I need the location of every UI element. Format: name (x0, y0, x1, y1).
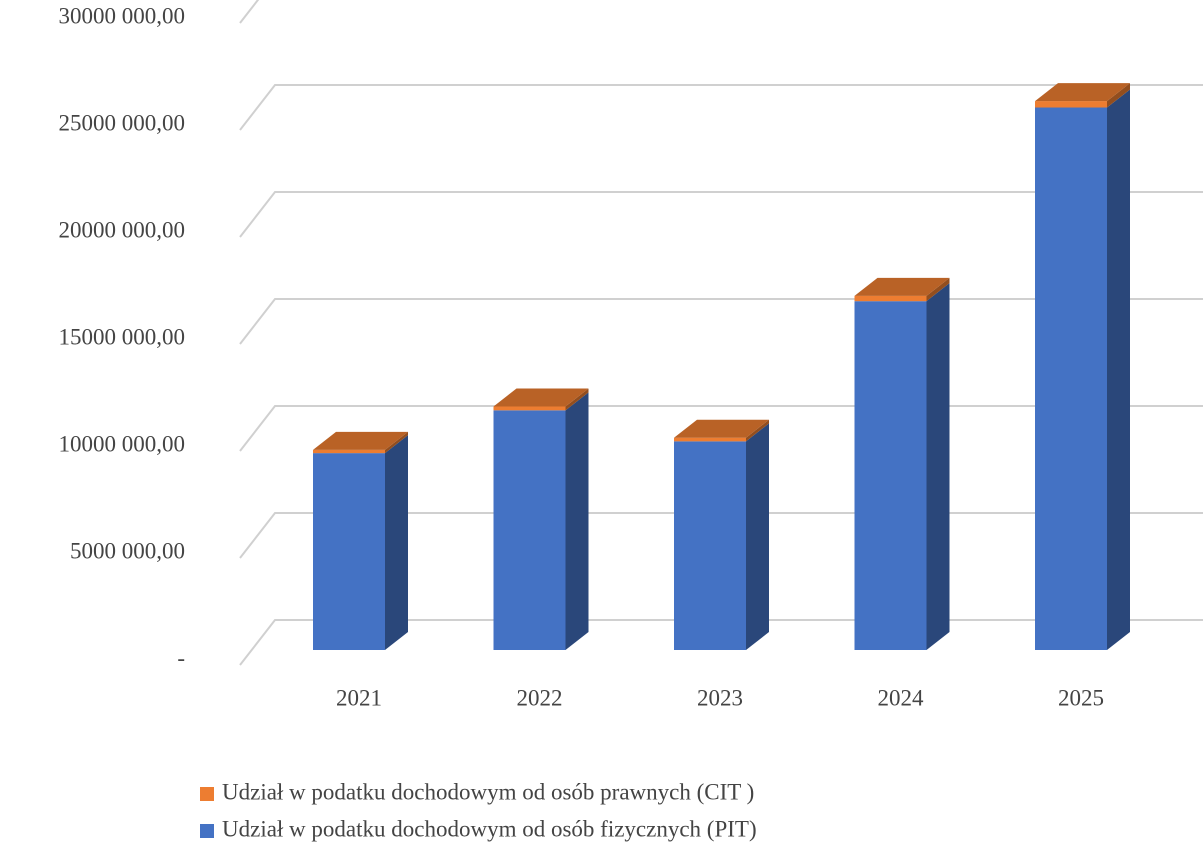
x-tick-label: 2022 (517, 685, 563, 710)
bar-top (493, 388, 589, 407)
bar-side (926, 277, 950, 302)
bar (1035, 101, 1107, 108)
bar-side (565, 392, 589, 650)
y-tick-label: 5000 000,00 (70, 538, 185, 563)
bar (493, 410, 566, 650)
legend-swatch (200, 787, 214, 801)
bar-side (1107, 83, 1130, 108)
bar-top (1035, 83, 1130, 102)
grid-line (239, 84, 1203, 131)
legend-label: Udział w podatku dochodowym od osób praw… (222, 779, 754, 804)
bar (854, 301, 927, 650)
bar-side (1107, 89, 1130, 650)
y-tick-label: 25000 000,00 (59, 110, 186, 135)
y-tick-label: 20000 000,00 (59, 217, 186, 242)
grid-line (239, 191, 1203, 238)
bar-side (565, 388, 589, 411)
bar-top (313, 431, 408, 450)
x-tick-label: 2024 (878, 685, 925, 710)
x-tick-label: 2025 (1058, 685, 1104, 710)
y-tick-label: 15000 000,00 (59, 324, 186, 349)
bar (313, 453, 385, 650)
legend-swatch (200, 824, 214, 838)
y-tick-label: - (177, 645, 185, 670)
bar-side (385, 435, 408, 650)
grid-line (239, 0, 260, 24)
bar-top (674, 419, 769, 438)
y-tick-label: 30000 000,00 (59, 3, 186, 28)
bar (313, 449, 385, 454)
x-tick-label: 2021 (336, 685, 382, 710)
y-tick-label: 10000 000,00 (59, 431, 186, 456)
bar (674, 441, 746, 650)
legend-label: Udział w podatku dochodowym od osób fizy… (222, 816, 757, 841)
bar (674, 437, 746, 442)
bar (1035, 107, 1107, 650)
bar-top (854, 277, 950, 296)
bar-side (746, 423, 769, 650)
bar (493, 406, 566, 411)
bar-side (746, 419, 769, 442)
x-tick-label: 2023 (697, 685, 743, 710)
bar-side (926, 283, 950, 650)
bar (854, 295, 927, 302)
bar-side (385, 431, 408, 454)
